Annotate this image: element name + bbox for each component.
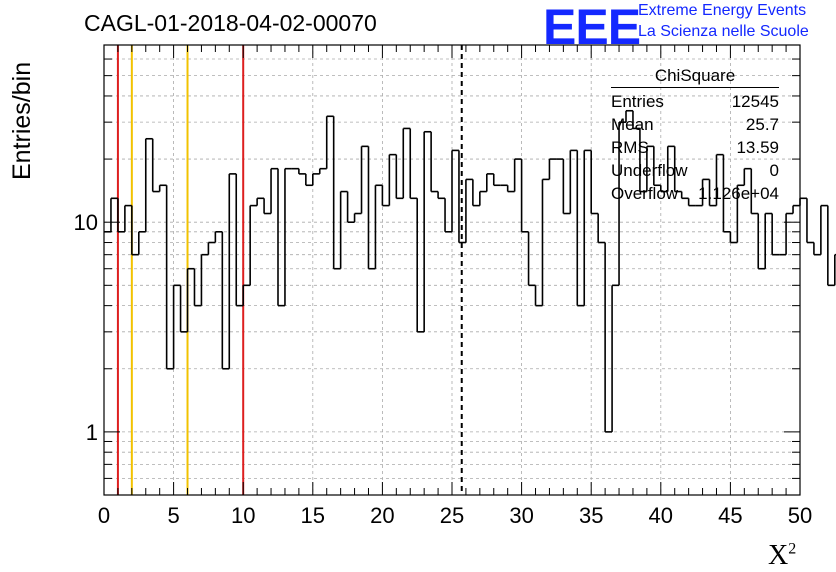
logo-tagline-2: La Scienza nelle Scuole	[638, 23, 809, 40]
stats-label: Overflow	[611, 184, 679, 203]
y-tick-label: 10	[74, 210, 98, 235]
stats-title: ChiSquare	[611, 66, 779, 88]
logo-tagline-1: Extreme Energy Events	[638, 2, 807, 19]
stats-value: 1.126e+04	[698, 184, 779, 203]
axis-ticks	[103, 44, 801, 496]
stats-label: RMS	[611, 138, 649, 157]
x-tick-label: 30	[509, 503, 533, 528]
stats-row: RMS 13.59	[611, 136, 779, 159]
x-tick-label: 50	[788, 503, 812, 528]
stats-value: 25.7	[745, 115, 779, 134]
x-tick-label: 0	[98, 503, 110, 528]
eee-logo: EEE	[543, 0, 641, 55]
stats-row: Entries 12545	[611, 90, 779, 113]
stats-label: Underflow	[611, 161, 688, 180]
chart-title: CAGL-01-2018-04-02-00070	[84, 10, 377, 36]
y-tick-label: 1	[86, 420, 98, 445]
tick-labels: 0 5 10 15 20 25 30 35 40 45 50 1 10	[74, 210, 813, 528]
stats-value: 0	[769, 161, 779, 180]
x-tick-label: 35	[579, 503, 603, 528]
stats-value: 12545	[731, 92, 779, 111]
x-tick-label: 25	[440, 503, 464, 528]
x-tick-label: 15	[301, 503, 325, 528]
x-tick-label: 5	[167, 503, 179, 528]
stats-box: ChiSquare Entries 12545 Mean 25.7 RMS 13.59…	[611, 66, 779, 205]
x-tick-label: 10	[231, 503, 255, 528]
stats-label: Entries	[611, 92, 664, 111]
x-tick-label: 45	[718, 503, 742, 528]
reference-lines	[116, 45, 463, 495]
y-axis-label: Entries/bin	[8, 61, 36, 180]
stats-row: Mean 25.7	[611, 113, 779, 136]
x-tick-label: 20	[370, 503, 394, 528]
x-axis-label: X2	[768, 540, 797, 571]
histogram-bars	[104, 109, 836, 433]
stats-row: Overflow 1.126e+04	[611, 182, 779, 205]
stats-row: Underflow 0	[611, 159, 779, 182]
stats-value: 13.59	[736, 138, 779, 157]
stats-label: Mean	[611, 115, 654, 134]
x-tick-label: 40	[649, 503, 673, 528]
